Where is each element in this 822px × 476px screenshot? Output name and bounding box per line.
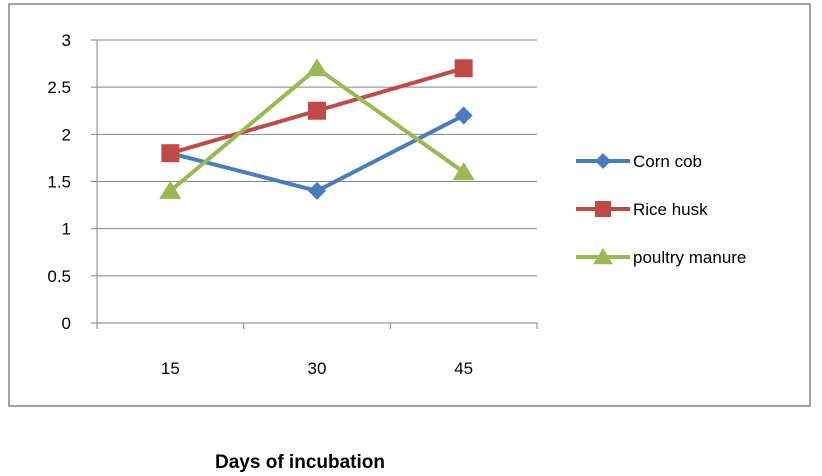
- legend: Corn cob Rice husk poultry manure: [576, 152, 746, 267]
- x-axis-label: Days of incubation: [215, 452, 385, 473]
- data-point: [308, 101, 326, 120]
- chart-frame: [8, 3, 811, 407]
- y-tick-label: 1: [62, 220, 71, 239]
- x-tick-label: 30: [308, 359, 327, 378]
- series-group: [159, 58, 475, 200]
- y-tick-label: 1.5: [47, 173, 71, 192]
- axes: [91, 39, 538, 329]
- data-point: [452, 162, 475, 181]
- legend-marker: [593, 248, 613, 265]
- data-point: [161, 144, 180, 163]
- x-tick-label: 45: [454, 359, 473, 378]
- legend-label: Rice husk: [633, 200, 708, 219]
- data-point: [454, 106, 473, 125]
- legend-label: poultry manure: [633, 248, 746, 267]
- tick-labels: 0 0.5 1 1.5 2 2.5 3 15 30 45: [47, 31, 473, 378]
- data-point: [159, 180, 182, 199]
- y-tick-label: 2.5: [47, 78, 71, 97]
- legend-marker: [595, 153, 611, 169]
- y-tick-label: 0: [62, 314, 71, 333]
- legend-label: Corn cob: [633, 152, 702, 171]
- y-tick-label: 3: [62, 31, 71, 50]
- y-tick-label: 0.5: [47, 267, 71, 286]
- data-point: [308, 181, 326, 200]
- x-tick-label: 15: [161, 359, 180, 378]
- data-point: [454, 59, 473, 78]
- y-tick-label: 2: [62, 125, 71, 144]
- legend-marker: [595, 201, 611, 217]
- data-point: [306, 58, 328, 77]
